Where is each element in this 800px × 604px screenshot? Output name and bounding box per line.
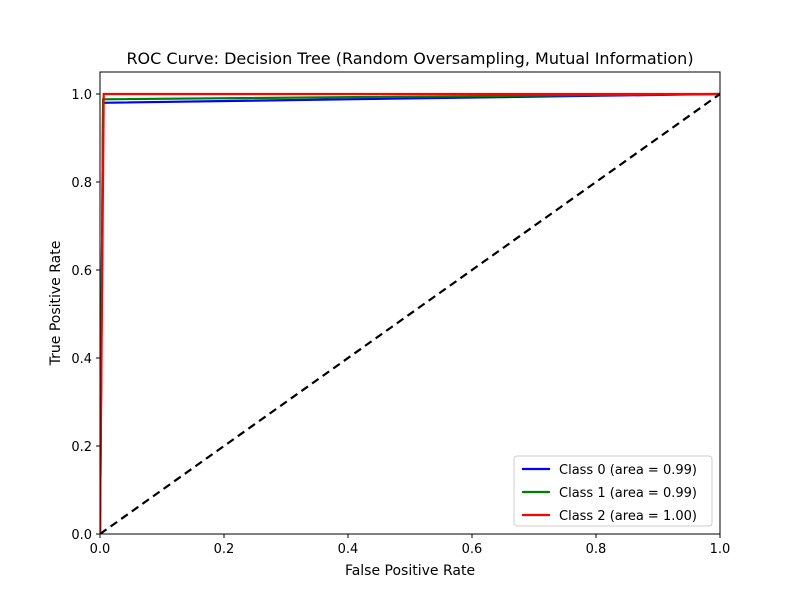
x-axis-label: False Positive Rate — [345, 563, 475, 579]
plot-area: 0.0 0.2 0.4 0.6 0.8 1.0 0.0 0.2 0.4 0.6 0.8 1.0 — [71, 71, 731, 557]
legend-label-class-1: Class 1 (area = 0.99) — [559, 486, 697, 501]
legend-box — [513, 455, 713, 527]
x-tick-label: 0.4 — [338, 542, 359, 557]
x-tick-label: 0.2 — [214, 542, 235, 557]
y-axis-label: True Positive Rate — [48, 241, 64, 367]
x-tick-label: 0.8 — [586, 542, 607, 557]
x-tick-label: 1.0 — [710, 542, 731, 557]
x-tick-label: 0.6 — [462, 542, 483, 557]
reference-diagonal-line — [100, 93, 720, 534]
legend-label-class-0: Class 0 (area = 0.99) — [559, 463, 697, 478]
y-tick-label: 1.0 — [71, 88, 92, 103]
y-tick-label: 0.0 — [71, 528, 92, 543]
legend: Class 0 (area = 0.99) Class 1 (area = 0.9… — [513, 455, 713, 527]
legend-label-class-2: Class 2 (area = 1.00) — [559, 509, 697, 524]
y-tick-label: 0.8 — [71, 176, 92, 191]
y-tick-label: 0.2 — [71, 440, 92, 455]
x-tick-label: 0.0 — [90, 542, 111, 557]
y-tick-label: 0.4 — [71, 352, 92, 367]
series-line-class-2 — [100, 92, 720, 534]
plot-frame — [99, 71, 721, 535]
chart-title: ROC Curve: Decision Tree (Random Oversam… — [126, 49, 693, 68]
y-tick-label: 0.6 — [71, 264, 92, 279]
